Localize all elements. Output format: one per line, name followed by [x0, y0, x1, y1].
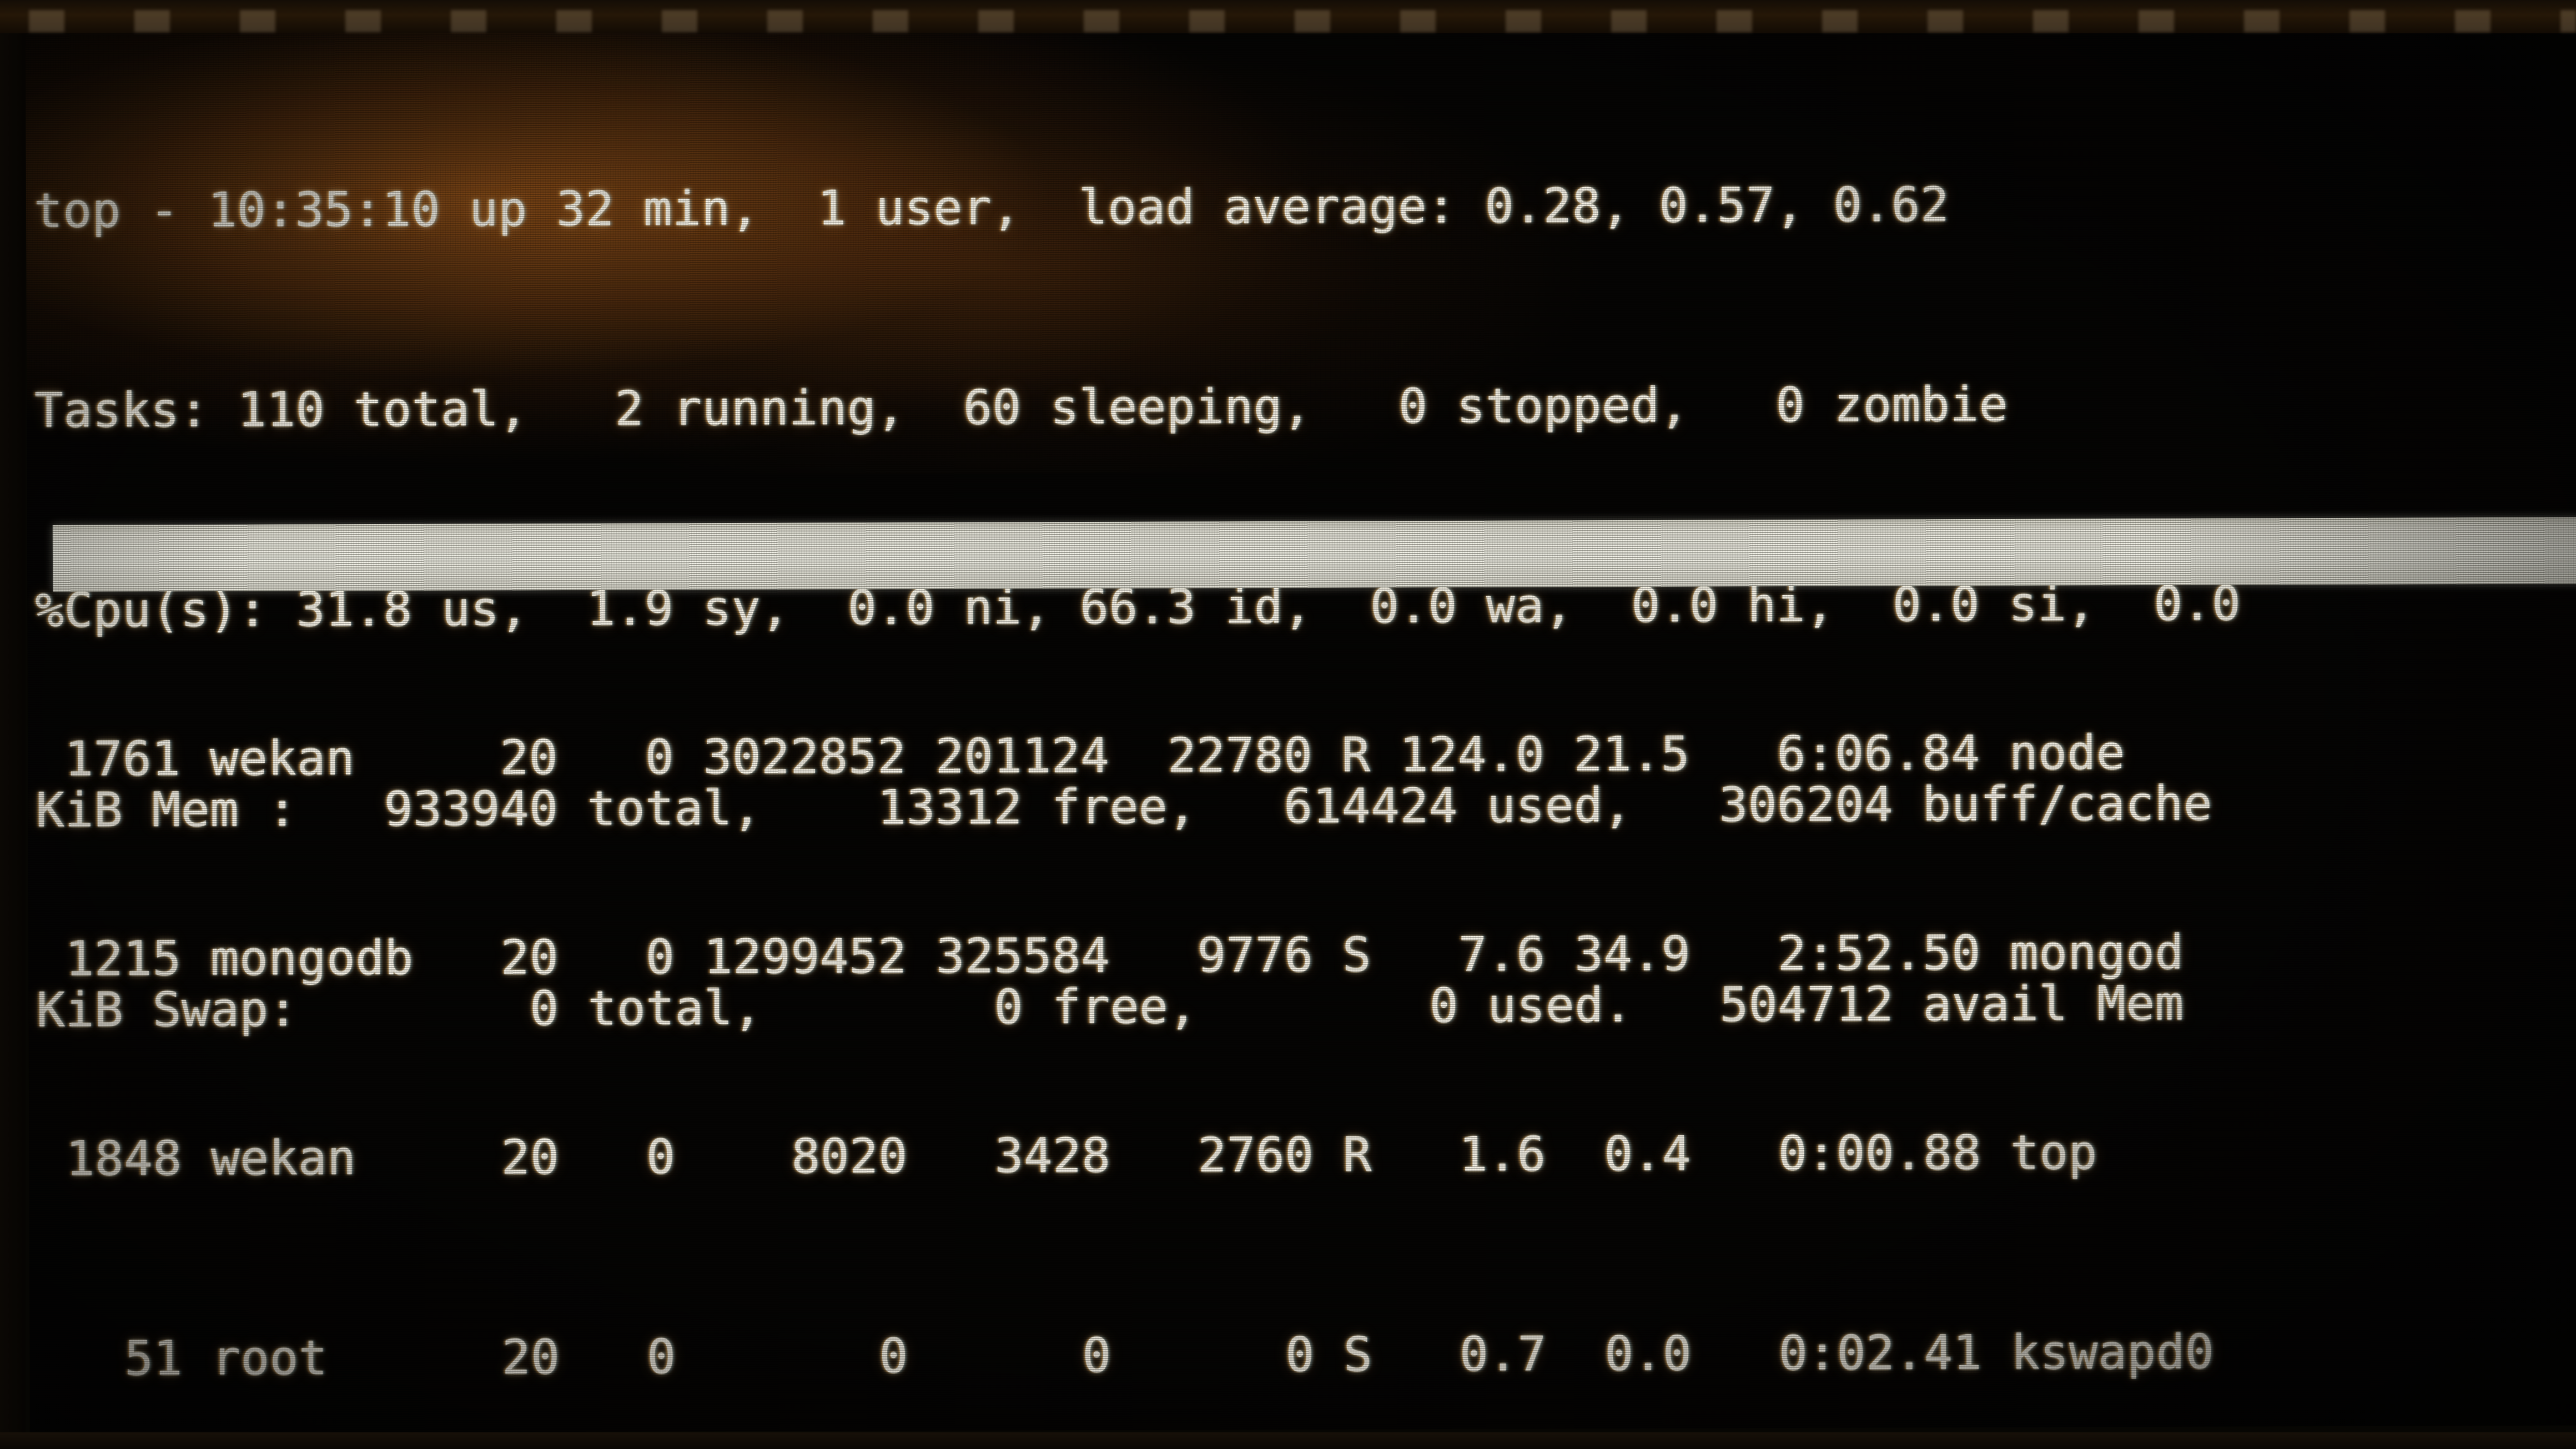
process-table-header-bar[interactable]: PID USER PR NI VIRT RES SHR S %CPU %MEM … [52, 517, 2576, 592]
monitor-bezel-bottom [0, 1432, 2576, 1449]
monitor-bezel-left [0, 0, 26, 1449]
process-table-header-text: PID USER PR NI VIRT RES SHR S %CPU %MEM … [53, 517, 2214, 591]
screen-glass-reflection [0, 10, 2576, 32]
summary-swap-line: KiB Swap: 0 total, 0 free, 0 used. 50471… [36, 975, 2185, 1038]
top-summary-block: top - 10:35:10 up 32 min, 1 user, load a… [33, 37, 2242, 1176]
summary-tasks-line: Tasks: 110 total, 2 running, 60 sleeping… [34, 376, 2009, 439]
table-row[interactable]: 51 root 20 0 0 0 0 S 0.7 0.0 0:02.41 ksw… [37, 1324, 2215, 1387]
summary-mem-line: KiB Mem : 933940 total, 13312 free, 6144… [36, 776, 2213, 838]
terminal-screen[interactable]: top - 10:35:10 up 32 min, 1 user, load a… [26, 24, 2576, 1433]
summary-uptime-line: top - 10:35:10 up 32 min, 1 user, load a… [33, 177, 1950, 239]
